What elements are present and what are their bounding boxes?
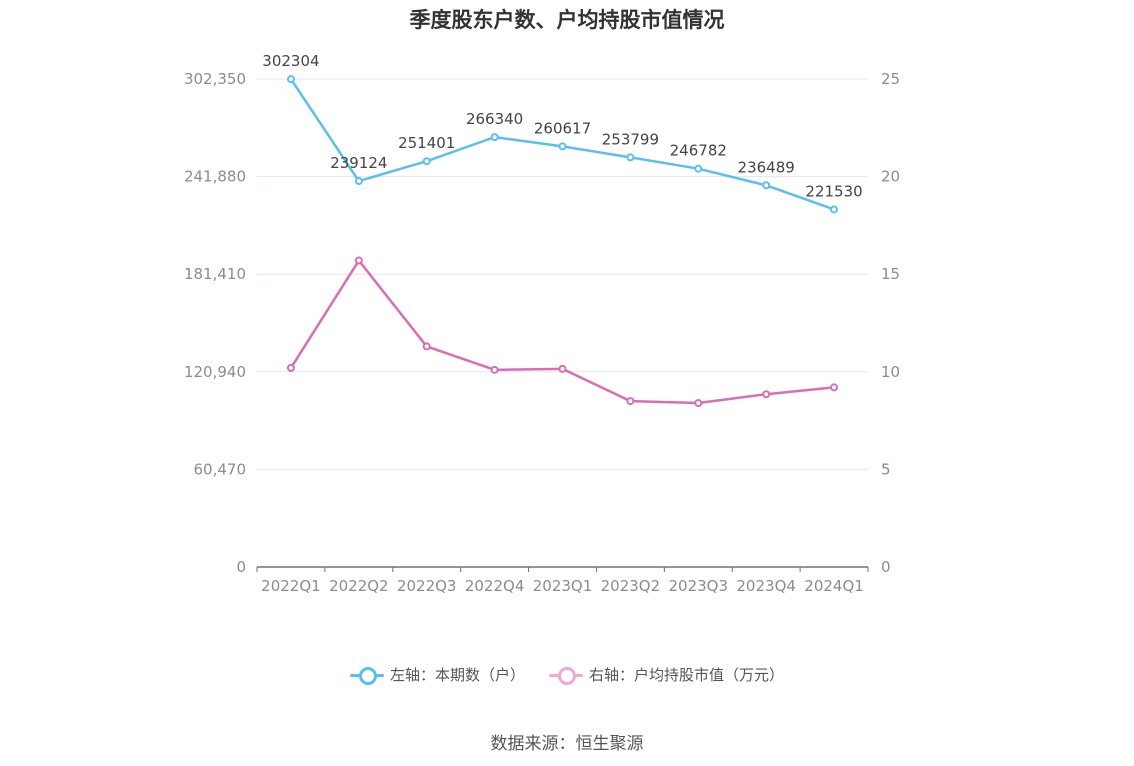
- left-series-point: [830, 205, 839, 214]
- data-label: 221530: [805, 182, 862, 200]
- x-axis-tick-label: 2023Q1: [533, 577, 593, 595]
- data-source: 数据来源：恒生聚源: [490, 734, 644, 754]
- right-series-point: [286, 363, 295, 372]
- x-axis-tick-label: 2022Q1: [261, 577, 321, 595]
- left-axis-tick-label: 0: [236, 558, 246, 576]
- legend-label-left-series: 左轴：本期数（户）: [389, 666, 525, 684]
- x-axis-tick-label: 2023Q3: [669, 577, 729, 595]
- data-label: 236489: [738, 158, 795, 176]
- right-series-point: [762, 390, 771, 399]
- chart-title: 季度股东户数、户均持股市值情况: [409, 8, 725, 32]
- right-axis-tick-label: 20: [881, 168, 900, 186]
- left-series-point: [286, 75, 295, 84]
- legend-item-right-series[interactable]: 右轴：户均持股市值（万元）: [549, 664, 784, 685]
- left-axis-tick-label: 181,410: [184, 265, 246, 283]
- right-series-point: [830, 383, 839, 392]
- x-axis-tick-label: 2024Q1: [804, 577, 864, 595]
- data-label: 251401: [398, 134, 455, 152]
- legend-label-right-series: 右轴：户均持股市值（万元）: [589, 666, 785, 684]
- right-axis-tick-label: 0: [881, 558, 891, 576]
- right-series-point: [354, 256, 363, 265]
- left-axis-tick-label: 120,940: [184, 363, 246, 381]
- x-axis-tick-label: 2022Q3: [397, 577, 457, 595]
- x-axis-tick-label: 2023Q2: [601, 577, 661, 595]
- right-axis-tick-label: 25: [881, 70, 900, 88]
- left-series-point: [694, 164, 703, 173]
- right-series-point: [490, 365, 499, 374]
- x-axis-tick-label: 2023Q4: [736, 577, 796, 595]
- left-series-point: [490, 133, 499, 142]
- left-series-point: [558, 142, 567, 151]
- left-series-point: [354, 177, 363, 186]
- left-series-point: [762, 181, 771, 190]
- left-series-point: [626, 153, 635, 162]
- data-label: 260617: [534, 119, 591, 137]
- x-axis-tick-label: 2022Q2: [329, 577, 389, 595]
- legend-line-marker-icon: [349, 665, 384, 685]
- right-axis-tick-label: 5: [881, 460, 891, 478]
- right-series-point: [694, 399, 703, 408]
- data-label: 253799: [602, 130, 659, 148]
- right-series-line: [289, 259, 835, 405]
- right-axis-tick-label: 15: [881, 265, 900, 283]
- data-label: 246782: [670, 142, 727, 160]
- right-series-point: [558, 364, 567, 373]
- left-series-point: [422, 157, 431, 166]
- left-axis-tick-label: 302,350: [184, 70, 246, 88]
- left-axis-tick-label: 241,880: [184, 168, 246, 186]
- chart-legend: 左轴：本期数（户） 右轴：户均持股市值（万元）: [0, 664, 1134, 685]
- right-series-point: [626, 397, 635, 406]
- right-axis-tick-label: 10: [881, 363, 900, 381]
- left-axis-tick-label: 60,470: [194, 460, 247, 478]
- right-series-point: [422, 342, 431, 351]
- x-axis-tick-label: 2022Q4: [465, 577, 525, 595]
- legend-item-left-series[interactable]: 左轴：本期数（户）: [349, 664, 525, 685]
- data-label: 239124: [330, 154, 387, 172]
- data-label: 302304: [262, 52, 319, 70]
- legend-line-marker-icon: [549, 665, 583, 685]
- data-label: 266340: [466, 110, 523, 128]
